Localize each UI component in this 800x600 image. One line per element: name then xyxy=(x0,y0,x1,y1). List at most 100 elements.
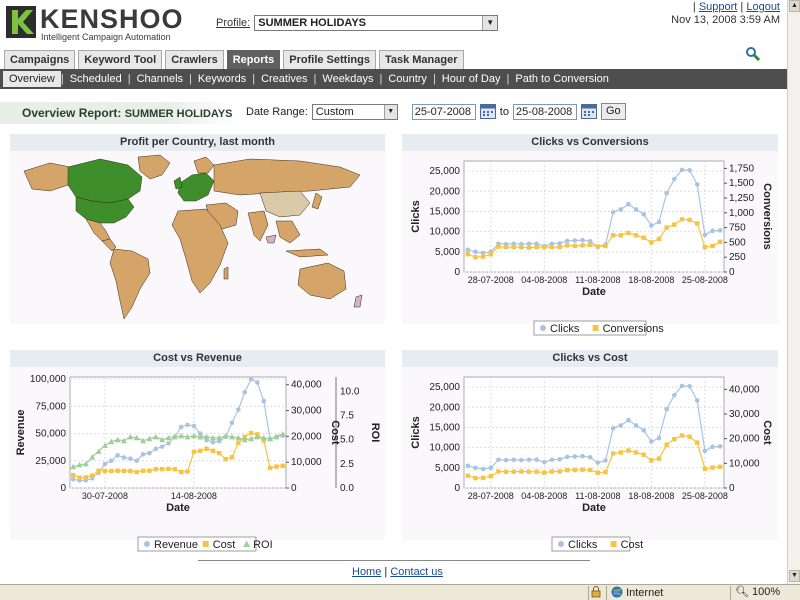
go-button[interactable]: Go xyxy=(600,103,626,120)
data-point-conversions xyxy=(587,242,593,247)
from-date-input[interactable]: 25-07-2008 xyxy=(411,103,476,120)
data-point-cost xyxy=(603,470,608,475)
support-link[interactable]: Support xyxy=(698,1,738,13)
subnav-channels[interactable]: Channels xyxy=(136,73,184,85)
footer-separator: | xyxy=(384,566,388,578)
y-tick-label: 25,000 xyxy=(35,456,66,467)
chevron-down-icon[interactable]: ▼ xyxy=(482,16,498,30)
logo-text: KENSHOO xyxy=(40,4,184,34)
subnav-separator: | xyxy=(506,73,510,85)
to-date-input[interactable]: 25-08-2008 xyxy=(512,103,577,120)
data-point-revenue xyxy=(159,444,165,449)
home-link[interactable]: Home xyxy=(352,566,382,578)
y-tick-label: 100,000 xyxy=(30,374,67,385)
data-point-clicks xyxy=(564,238,570,244)
scandinavia-region xyxy=(193,156,215,174)
data-point-cost xyxy=(248,430,254,436)
data-point-conversions xyxy=(557,244,562,250)
data-point-cost xyxy=(229,455,235,460)
y3-tick-label: 7.5 xyxy=(340,411,354,422)
china-region xyxy=(259,190,311,218)
data-point-clicks xyxy=(480,466,486,472)
data-point-cost xyxy=(672,436,677,442)
data-point-clicks xyxy=(587,455,593,460)
data-point-revenue xyxy=(248,376,254,382)
data-point-cost xyxy=(695,440,700,445)
data-point-conversions xyxy=(473,255,478,260)
india-region xyxy=(247,210,269,242)
date-range-dropdown[interactable]: Custom ▼ xyxy=(311,103,398,120)
profile-label[interactable]: Profile: xyxy=(216,17,251,29)
data-point-conversions xyxy=(649,240,654,245)
data-point-conversions xyxy=(511,244,516,250)
subnav-creatives[interactable]: Creatives xyxy=(261,73,308,85)
data-point-conversions xyxy=(641,235,646,240)
y-tick-label: 15,000 xyxy=(429,206,460,217)
tab-task-manager[interactable]: Task Manager xyxy=(378,50,464,69)
data-point-conversions xyxy=(542,244,547,250)
madagascar-region xyxy=(223,266,229,280)
data-point-clicks xyxy=(679,383,685,389)
cost-vs-revenue-title: Cost vs Revenue xyxy=(10,350,385,367)
subnav-weekdays[interactable]: Weekdays xyxy=(322,73,374,85)
data-point-clicks xyxy=(587,239,593,244)
data-point-conversions xyxy=(465,252,471,257)
russia-region xyxy=(213,158,361,196)
data-point-roi xyxy=(184,433,191,440)
tab-keyword-tool[interactable]: Keyword Tool xyxy=(78,50,163,69)
zoom-control[interactable]: 🔍︎ 100% xyxy=(730,586,790,600)
scroll-up-icon[interactable]: ▲ xyxy=(789,0,800,12)
date-range-controls: Date Range: Custom ▼ 25-07-2008 to 25-08… xyxy=(246,103,626,120)
y2-tick-label: 30,000 xyxy=(729,409,760,420)
south-america-region xyxy=(109,248,151,320)
subnav-overview[interactable]: Overview xyxy=(3,71,61,87)
data-point-revenue xyxy=(261,398,267,404)
calendar-icon[interactable] xyxy=(580,104,597,119)
data-point-roi xyxy=(209,434,216,441)
search-icon[interactable] xyxy=(745,46,761,62)
profile-dropdown[interactable]: SUMMER HOLIDAYS ▼ xyxy=(254,15,499,31)
data-point-conversions xyxy=(549,244,555,250)
data-point-roi xyxy=(108,438,115,445)
data-point-cost xyxy=(153,466,158,472)
chevron-down-icon[interactable]: ▼ xyxy=(383,104,397,119)
tab-campaigns[interactable]: Campaigns xyxy=(4,50,76,69)
data-point-revenue xyxy=(147,450,152,456)
contact-link[interactable]: Contact us xyxy=(390,566,443,578)
date-range-label: Date Range: xyxy=(246,105,308,118)
data-point-clicks xyxy=(671,176,677,182)
series-line-clicks xyxy=(467,385,721,470)
y2-tick-label: 40,000 xyxy=(291,380,322,391)
data-point-cost xyxy=(134,469,139,475)
subnav-hour-of-day[interactable]: Hour of Day xyxy=(441,73,501,85)
vertical-scrollbar[interactable]: ▲ ▼ xyxy=(787,0,800,584)
data-point-cost xyxy=(90,473,95,478)
chart-legend xyxy=(137,536,257,552)
y2-tick-label: 750 xyxy=(729,223,746,234)
tab-reports[interactable]: Reports xyxy=(226,50,281,69)
subnav-scheduled[interactable]: Scheduled xyxy=(69,73,122,85)
data-point-conversions xyxy=(534,244,539,250)
subnav-keywords[interactable]: Keywords xyxy=(197,73,247,85)
y2-tick-label: 20,000 xyxy=(291,431,322,442)
data-point-conversions xyxy=(695,221,700,226)
data-point-conversions xyxy=(633,233,639,238)
indonesia-region xyxy=(285,248,329,258)
legend-marker-revenue xyxy=(144,541,150,547)
data-point-roi xyxy=(178,432,185,439)
data-point-roi xyxy=(89,454,96,460)
subnav-country[interactable]: Country xyxy=(388,73,427,85)
clicks-vs-conversions-title: Clicks vs Conversions xyxy=(402,134,778,151)
calendar-icon[interactable] xyxy=(479,104,496,119)
subnav-path-to-conversion[interactable]: Path to Conversion xyxy=(515,73,609,85)
data-point-cost xyxy=(480,475,486,481)
data-point-cost xyxy=(159,466,165,472)
cost-vs-revenue-panel: Cost vs Revenue 0 25,000 50,000 75,000 100,0… xyxy=(10,350,385,552)
scroll-down-icon[interactable]: ▼ xyxy=(789,570,800,582)
chart-legend xyxy=(551,536,631,552)
data-point-clicks xyxy=(626,201,631,207)
tab-profile-settings[interactable]: Profile Settings xyxy=(283,50,376,69)
logout-link[interactable]: Logout xyxy=(746,1,780,13)
data-point-cost xyxy=(572,467,578,473)
tab-crawlers[interactable]: Crawlers xyxy=(165,50,224,69)
